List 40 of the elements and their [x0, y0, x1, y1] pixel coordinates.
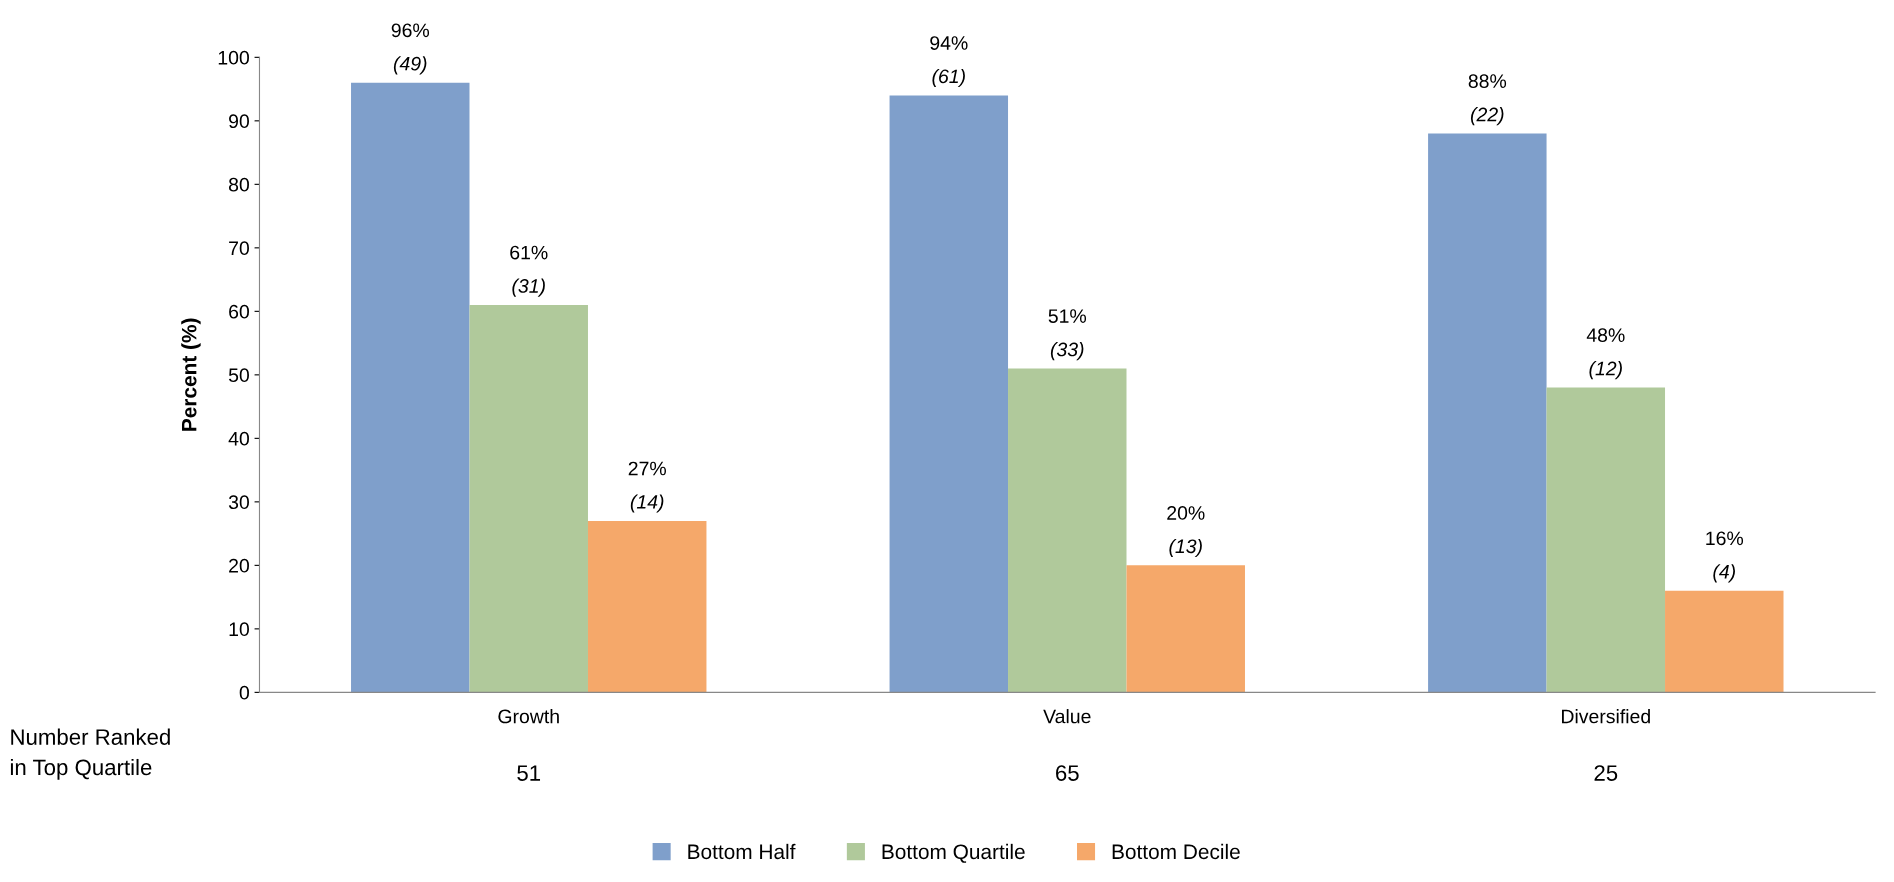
data-label: 16% (4) — [1706, 531, 1744, 583]
y-tick-label: 40 — [228, 431, 249, 446]
y-tick-label: 80 — [228, 177, 249, 192]
bar — [1126, 565, 1245, 693]
x-tick-label: Value — [1043, 709, 1091, 724]
data-label: 27% (14) — [628, 461, 666, 513]
y-tick-label: 90 — [229, 114, 249, 129]
data-label: 94% (61) — [930, 36, 968, 88]
y-tick-label: 0 — [239, 685, 249, 700]
legend-label: Bottom Decile — [1112, 843, 1240, 860]
data-label: 88% (22) — [1468, 74, 1507, 126]
x-tick-label: Growth — [498, 709, 559, 724]
y-tick-label: 100 — [218, 50, 249, 65]
bar — [1546, 387, 1666, 693]
text: 25 — [1594, 765, 1618, 781]
bar — [1428, 133, 1547, 693]
bar — [469, 305, 588, 693]
bar — [889, 95, 1009, 693]
data-label: 96% (49) — [391, 23, 430, 75]
data-label: 48% (12) — [1586, 328, 1625, 380]
data-label: 20% (13) — [1167, 506, 1205, 558]
y-tick-label: 30 — [228, 495, 249, 510]
legend-label: Bottom Half — [688, 843, 796, 860]
legend-label: Bottom Quartile — [882, 843, 1025, 863]
y-axis-title: Percent (%) — [181, 318, 201, 431]
text: 51 — [517, 765, 541, 781]
data-label: 51% (33) — [1048, 309, 1087, 361]
text: Number Ranked in Top Quartile — [10, 728, 170, 780]
y-tick-label: 70 — [229, 241, 249, 256]
bar — [587, 520, 707, 693]
y-tick-label: 50 — [228, 368, 249, 383]
bar — [1008, 368, 1127, 693]
text: 65 — [1056, 765, 1079, 781]
data-label: 61% (31) — [510, 245, 548, 297]
y-tick-label: 20 — [229, 558, 249, 573]
x-tick-label: Diversified — [1562, 709, 1650, 724]
bar — [351, 82, 470, 693]
bar — [1665, 590, 1784, 693]
y-tick-label: 60 — [229, 304, 249, 319]
y-tick-label: 10 — [229, 622, 249, 637]
